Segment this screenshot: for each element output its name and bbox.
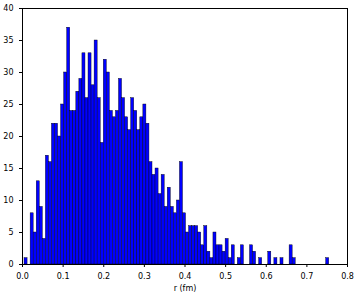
svg-text:r (fm): r (fm) [174, 284, 197, 293]
svg-text:0.0: 0.0 [16, 272, 29, 281]
svg-text:0.3: 0.3 [138, 272, 151, 281]
svg-text:0.7: 0.7 [301, 272, 314, 281]
svg-text:0.5: 0.5 [219, 272, 232, 281]
svg-text:0.6: 0.6 [260, 272, 273, 281]
svg-text:0.1: 0.1 [57, 272, 70, 281]
svg-text:10: 10 [3, 196, 13, 205]
svg-text:40: 40 [3, 4, 13, 13]
svg-text:20: 20 [3, 132, 13, 141]
svg-text:0: 0 [8, 260, 13, 269]
svg-text:0.8: 0.8 [341, 272, 354, 281]
svg-text:0.4: 0.4 [179, 272, 192, 281]
svg-text:35: 35 [3, 36, 13, 45]
svg-text:0.2: 0.2 [97, 272, 110, 281]
svg-text:30: 30 [3, 68, 13, 77]
svg-text:5: 5 [8, 228, 13, 237]
svg-text:15: 15 [3, 164, 13, 173]
svg-text:25: 25 [3, 100, 13, 109]
